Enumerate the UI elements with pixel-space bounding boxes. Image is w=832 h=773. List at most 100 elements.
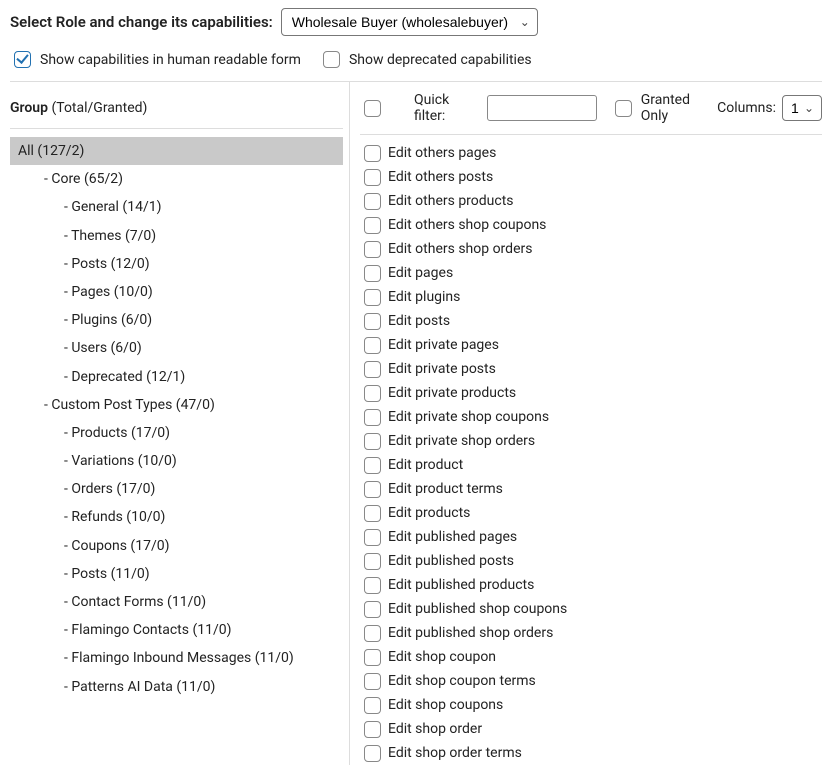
- group-tree-item[interactable]: - Variations (10/0): [10, 447, 343, 475]
- capability-label: Edit product terms: [388, 481, 503, 497]
- capability-label: Edit others posts: [388, 169, 493, 185]
- capability-checkbox[interactable]: [364, 601, 381, 618]
- capability-item: Edit posts: [360, 309, 822, 333]
- deprecated-option[interactable]: Show deprecated capabilities: [319, 48, 532, 71]
- deprecated-checkbox[interactable]: [323, 51, 340, 68]
- capability-checkbox[interactable]: [364, 361, 381, 378]
- capability-item: Edit others pages: [360, 141, 822, 165]
- group-tree-item[interactable]: - Coupons (17/0): [10, 532, 343, 560]
- select-role-label: Select Role and change its capabilities:: [10, 13, 273, 31]
- group-tree-item[interactable]: - Products (17/0): [10, 419, 343, 447]
- capability-label: Edit pages: [388, 265, 453, 281]
- group-tree-item[interactable]: - Plugins (6/0): [10, 306, 343, 334]
- group-tree-item[interactable]: - Users (6/0): [10, 334, 343, 362]
- group-tree-item[interactable]: - Posts (11/0): [10, 560, 343, 588]
- group-tree-item[interactable]: - General (14/1): [10, 193, 343, 221]
- capability-checkbox[interactable]: [364, 577, 381, 594]
- group-tree-item[interactable]: - Flamingo Inbound Messages (11/0): [10, 644, 343, 672]
- capability-item: Edit private posts: [360, 357, 822, 381]
- capability-checkbox[interactable]: [364, 697, 381, 714]
- capability-label: Edit shop coupon: [388, 649, 496, 665]
- capability-checkbox[interactable]: [364, 385, 381, 402]
- capability-checkbox[interactable]: [364, 433, 381, 450]
- capability-checkbox[interactable]: [364, 505, 381, 522]
- capability-checkbox[interactable]: [364, 145, 381, 162]
- capability-checkbox[interactable]: [364, 745, 381, 762]
- group-tree-item[interactable]: - Core (65/2): [10, 165, 343, 193]
- group-tree-item[interactable]: - Pages (10/0): [10, 278, 343, 306]
- group-tree-item[interactable]: - Posts (12/0): [10, 250, 343, 278]
- capability-label: Edit plugins: [388, 289, 460, 305]
- capability-checkbox[interactable]: [364, 217, 381, 234]
- capability-label: Edit published shop coupons: [388, 601, 567, 617]
- group-tree-item[interactable]: - Patterns AI Data (11/0): [10, 673, 343, 701]
- capability-label: Edit published shop orders: [388, 625, 553, 641]
- capability-checkbox[interactable]: [364, 481, 381, 498]
- group-tree-item[interactable]: - Flamingo Contacts (11/0): [10, 616, 343, 644]
- capability-checkbox[interactable]: [364, 553, 381, 570]
- capability-checkbox[interactable]: [364, 193, 381, 210]
- capability-item: Edit pages: [360, 261, 822, 285]
- capability-checkbox[interactable]: [364, 313, 381, 330]
- capability-label: Edit private products: [388, 385, 516, 401]
- role-select[interactable]: Wholesale Buyer (wholesalebuyer): [281, 8, 538, 36]
- capability-item: Edit others products: [360, 189, 822, 213]
- granted-only-checkbox[interactable]: [615, 100, 632, 117]
- capability-checkbox[interactable]: [364, 721, 381, 738]
- capability-label: Edit shop order: [388, 721, 482, 737]
- capabilities-list: Edit others pages Edit others posts Edit o…: [360, 141, 822, 765]
- capability-item: Edit published products: [360, 573, 822, 597]
- capability-label: Edit published pages: [388, 529, 517, 545]
- capability-item: Edit plugins: [360, 285, 822, 309]
- capability-item: Edit private pages: [360, 333, 822, 357]
- group-tree-item[interactable]: All (127/2): [10, 137, 343, 165]
- capability-item: Edit published shop orders: [360, 621, 822, 645]
- group-tree-item[interactable]: - Themes (7/0): [10, 222, 343, 250]
- capability-item: Edit shop coupon: [360, 645, 822, 669]
- capability-checkbox[interactable]: [364, 169, 381, 186]
- capability-item: Edit published pages: [360, 525, 822, 549]
- capability-checkbox[interactable]: [364, 289, 381, 306]
- group-tree-item[interactable]: - Custom Post Types (47/0): [10, 391, 343, 419]
- columns-label: Columns:: [717, 100, 776, 116]
- capability-checkbox[interactable]: [364, 265, 381, 282]
- capability-checkbox[interactable]: [364, 673, 381, 690]
- capability-item: Edit private shop coupons: [360, 405, 822, 429]
- capability-checkbox[interactable]: [364, 625, 381, 642]
- human-readable-checkbox[interactable]: [14, 51, 31, 68]
- capability-item: Edit shop order: [360, 717, 822, 741]
- capability-label: Edit posts: [388, 313, 450, 329]
- capability-checkbox[interactable]: [364, 457, 381, 474]
- capability-label: Edit others products: [388, 193, 514, 209]
- capability-label: Edit product: [388, 457, 463, 473]
- capability-checkbox[interactable]: [364, 649, 381, 666]
- capability-item: Edit product: [360, 453, 822, 477]
- capability-checkbox[interactable]: [364, 529, 381, 546]
- human-readable-option[interactable]: Show capabilities in human readable form: [10, 48, 301, 71]
- granted-only-option[interactable]: Granted Only: [611, 92, 703, 124]
- capability-item: Edit published posts: [360, 549, 822, 573]
- capability-item: Edit product terms: [360, 477, 822, 501]
- capability-label: Edit shop coupon terms: [388, 673, 536, 689]
- capability-item: Edit shop coupon terms: [360, 669, 822, 693]
- quick-filter-input[interactable]: [487, 95, 597, 121]
- capability-label: Edit shop order terms: [388, 745, 522, 761]
- capability-label: Edit published posts: [388, 553, 514, 569]
- capability-label: Edit private shop orders: [388, 433, 535, 449]
- capability-checkbox[interactable]: [364, 337, 381, 354]
- capability-checkbox[interactable]: [364, 241, 381, 258]
- human-readable-label: Show capabilities in human readable form: [40, 52, 301, 68]
- capability-checkbox[interactable]: [364, 409, 381, 426]
- columns-select[interactable]: 1: [782, 95, 822, 121]
- group-tree-item[interactable]: - Contact Forms (11/0): [10, 588, 343, 616]
- select-all-checkbox[interactable]: [364, 100, 381, 117]
- group-tree-item[interactable]: - Orders (17/0): [10, 475, 343, 503]
- capability-label: Edit others shop coupons: [388, 217, 546, 233]
- capability-item: Edit private products: [360, 381, 822, 405]
- capability-item: Edit private shop orders: [360, 429, 822, 453]
- capability-item: Edit others posts: [360, 165, 822, 189]
- capability-item: Edit shop coupons: [360, 693, 822, 717]
- group-tree-item[interactable]: - Deprecated (12/1): [10, 363, 343, 391]
- capability-item: Edit published shop coupons: [360, 597, 822, 621]
- group-tree-item[interactable]: - Refunds (10/0): [10, 503, 343, 531]
